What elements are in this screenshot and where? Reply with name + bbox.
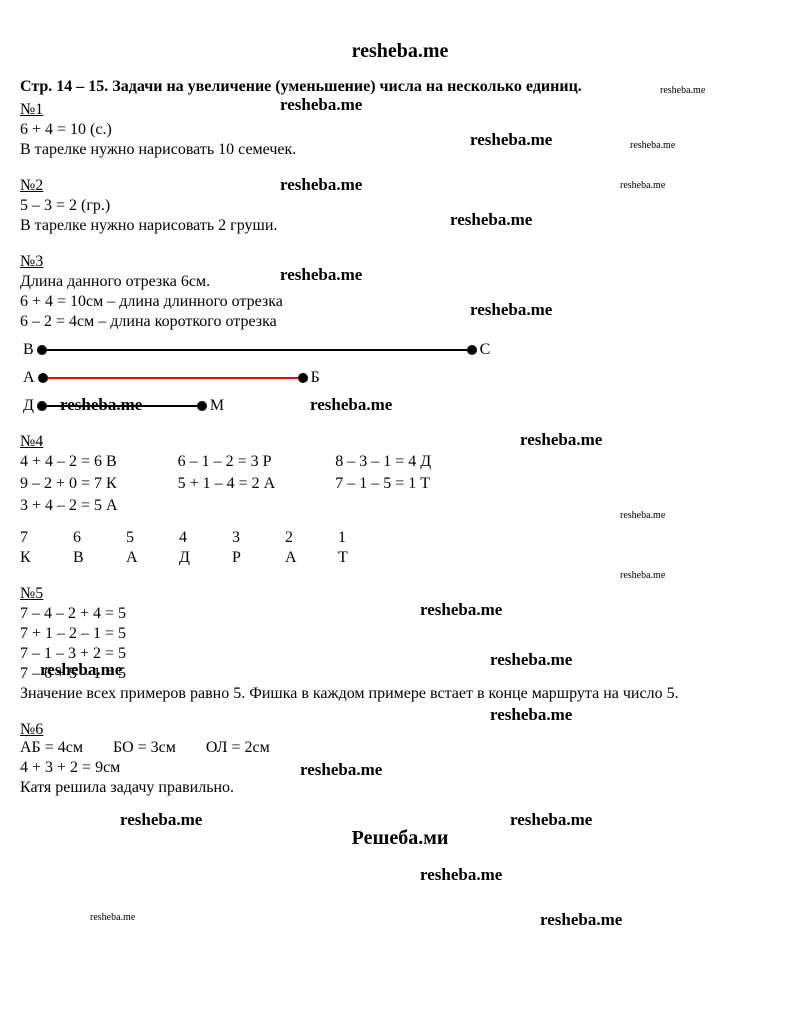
problem-num: №3 [20,253,780,271]
text-line: 6 – 2 = 4см – длина короткого отрезка [20,313,780,331]
answer-line: Катя решила задачу правильно. [20,779,780,797]
number-cell: 5 [126,529,144,547]
letter-cell: Д [179,549,197,567]
calc-line: 4 + 3 + 2 = 9см [20,759,780,777]
problem-num: №5 [20,585,780,603]
segment-dm: Д М [20,397,780,415]
problem-2: №2 5 – 3 = 2 (гр.) В тарелке нужно нарис… [20,177,780,235]
problem-num: №1 [20,101,780,119]
problem-5: №5 7 – 4 – 2 + 4 = 5 7 + 1 – 2 – 1 = 5 7… [20,585,780,703]
segment-ab: А Б [20,369,780,387]
equation: 3 + 4 – 2 = 5 А [20,497,118,515]
segment-dot [37,401,47,411]
equation: 7 – 4 – 2 + 4 = 5 [20,605,780,623]
segment-label-end: Б [311,369,320,387]
answer-line: В тарелке нужно нарисовать 10 семечек. [20,141,780,159]
segment-line [47,405,197,407]
equation: 6 – 1 – 2 = 3 Р [178,453,276,471]
equation: 7 – 6 + 5 – 1 = 5 [20,665,780,683]
calc-line: 6 + 4 = 10 (с.) [20,121,780,139]
page-title: Стр. 14 – 15. Задачи на увеличение (умен… [20,78,780,96]
measurement: ОЛ = 2см [206,739,270,757]
watermark-text: resheba.me [620,570,665,581]
number-row: 7 6 5 4 3 2 1 [20,529,780,547]
watermark-text: resheba.me [420,865,502,885]
segment-label-end: М [210,397,224,415]
equation: 5 + 1 – 4 = 2 А [178,475,276,493]
equation: 4 + 4 – 2 = 6 В [20,453,118,471]
equation: 7 + 1 – 2 – 1 = 5 [20,625,780,643]
problem-1: №1 6 + 4 = 10 (с.) В тарелке нужно нарис… [20,101,780,159]
header-watermark: resheba.me [20,40,780,63]
segment-dot [197,401,207,411]
equation: 8 – 3 – 1 = 4 Д [335,453,431,471]
segment-line [47,349,467,351]
segment-dot [37,345,47,355]
letter-row: КВАДРАТ [20,549,780,567]
watermark-text: resheba.me [540,910,622,930]
equation: 7 – 1 – 3 + 2 = 5 [20,645,780,663]
calc-line: 5 – 3 = 2 (гр.) [20,197,780,215]
letter-cell: В [73,549,91,567]
letter-cell: Р [232,549,250,567]
problem-num: №4 [20,433,780,451]
letter-cell: А [126,549,144,567]
number-cell: 4 [179,529,197,547]
problem-num: №2 [20,177,780,195]
measurement: БО = 3см [113,739,176,757]
letter-cell: К [20,549,38,567]
segment-dot [38,373,48,383]
equation: 9 – 2 + 0 = 7 К [20,475,118,493]
number-cell: 3 [232,529,250,547]
letter-cell: Т [338,549,356,567]
problem-4: №4 4 + 4 – 2 = 6 В 9 – 2 + 0 = 7 К 3 + 4… [20,433,780,567]
number-cell: 6 [73,529,91,547]
segment-label-start: Д [23,397,34,415]
measurements: АБ = 4см БО = 3см ОЛ = 2см [20,739,780,757]
answer-line: В тарелке нужно нарисовать 2 груши. [20,217,780,235]
segment-dot [467,345,477,355]
text-line: 6 + 4 = 10см – длина длинного отрезка [20,293,780,311]
segment-line [48,377,298,379]
problem-3: №3 Длина данного отрезка 6см. 6 + 4 = 10… [20,253,780,415]
number-cell: 2 [285,529,303,547]
number-cell: 7 [20,529,38,547]
segment-label-end: С [480,341,491,359]
problem-num: №6 [20,721,780,739]
equation-columns: 4 + 4 – 2 = 6 В 9 – 2 + 0 = 7 К 3 + 4 – … [20,451,780,517]
problem-6: №6 АБ = 4см БО = 3см ОЛ = 2см 4 + 3 + 2 … [20,721,780,797]
text-line: Длина данного отрезка 6см. [20,273,780,291]
measurement: АБ = 4см [20,739,83,757]
segment-bc: В С [20,341,780,359]
segment-dot [298,373,308,383]
segment-label-start: А [23,369,35,387]
equation: 7 – 1 – 5 = 1 Т [335,475,431,493]
answer-line: Значение всех примеров равно 5. Фишка в … [20,685,780,703]
segment-label-start: В [23,341,34,359]
watermark-text: resheba.me [90,912,135,923]
letter-cell: А [285,549,303,567]
footer-watermark: Решеба.ми [20,827,780,850]
number-cell: 1 [338,529,356,547]
